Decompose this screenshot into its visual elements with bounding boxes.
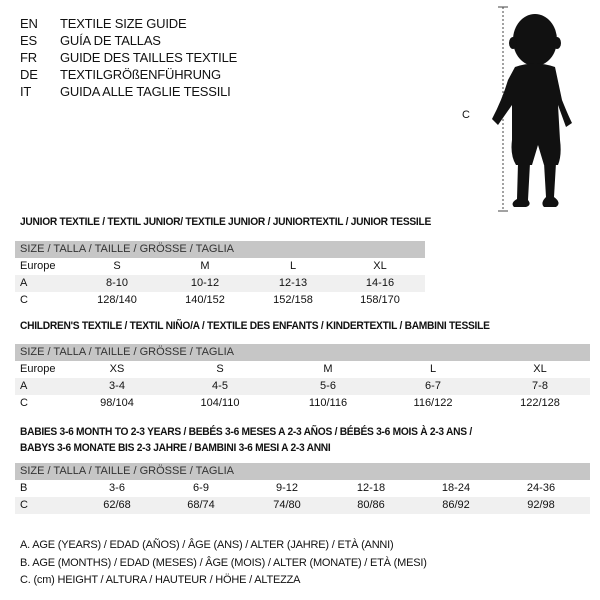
cell: 62/68 <box>103 499 131 511</box>
cell: XL <box>373 260 387 272</box>
legend-a: A. AGE (YEARS) / EDAD (AÑOS) / ÂGE (ANS)… <box>20 539 394 551</box>
cell: 74/80 <box>273 499 301 511</box>
cell: M <box>200 260 210 272</box>
legend-b: B. AGE (MONTHS) / EDAD (MESES) / ÂGE (MO… <box>20 557 427 569</box>
cell: 6-9 <box>193 482 209 494</box>
cell: XL <box>533 363 547 375</box>
child-silhouette-figure: C <box>462 5 595 215</box>
cell: M <box>323 363 333 375</box>
cell: 9-12 <box>275 482 299 494</box>
child-silhouette-icon <box>492 6 572 212</box>
cell: 86/92 <box>442 499 470 511</box>
cell: 128/140 <box>97 294 137 306</box>
legend-c: C. (cm) HEIGHT / ALTURA / HAUTEUR / HÖHE… <box>20 574 301 586</box>
cell: 5-6 <box>320 380 336 392</box>
lang-code: EN <box>20 16 38 31</box>
table-row: C 128/140 140/152 152/158 158/170 <box>15 292 425 309</box>
cell: 80/86 <box>357 499 385 511</box>
cell: L <box>289 260 297 272</box>
lang-title: TEXTILGRÖßENFÜHRUNG <box>60 67 221 82</box>
cell: 68/74 <box>187 499 215 511</box>
cell: 10-12 <box>190 277 220 289</box>
junior-size-table: SIZE / TALLA / TAILLE / GRÖSSE / TAGLIA … <box>15 241 425 309</box>
table-header: SIZE / TALLA / TAILLE / GRÖSSE / TAGLIA <box>15 344 590 361</box>
junior-section-title: JUNIOR TEXTILE / TEXTIL JUNIOR/ TEXTILE … <box>20 216 431 228</box>
row-label: A <box>20 277 28 289</box>
row-label: B <box>20 482 28 494</box>
cell: 92/98 <box>527 499 555 511</box>
size-header: SIZE / TALLA / TAILLE / GRÖSSE / TAGLIA <box>20 243 234 255</box>
row-label: Europe <box>20 363 56 375</box>
cell: 158/170 <box>360 294 400 306</box>
row-label: C <box>20 499 28 511</box>
lang-code: IT <box>20 84 32 99</box>
table-row: B 3-6 6-9 9-12 12-18 18-24 24-36 <box>15 480 590 497</box>
cell: 24-36 <box>526 482 556 494</box>
babies-section-title-line2: BABYS 3-6 MONATE BIS 2-3 JAHRE / BAMBINI… <box>20 442 331 454</box>
cell: 14-16 <box>365 277 395 289</box>
lang-title: GUIDA ALLE TAGLIE TESSILI <box>60 84 231 99</box>
table-row: C 98/104 104/110 110/116 116/122 122/128 <box>15 395 590 412</box>
table-row: A 3-4 4-5 5-6 6-7 7-8 <box>15 378 590 395</box>
cell: 116/122 <box>413 397 453 409</box>
table-header: SIZE / TALLA / TAILLE / GRÖSSE / TAGLIA <box>15 463 590 480</box>
row-label: A <box>20 380 28 392</box>
table-row: A 8-10 10-12 12-13 14-16 <box>15 275 425 292</box>
children-size-table: SIZE / TALLA / TAILLE / GRÖSSE / TAGLIA … <box>15 344 590 412</box>
lang-code: ES <box>20 33 37 48</box>
row-label: Europe <box>20 260 56 272</box>
cell: 18-24 <box>441 482 471 494</box>
cell: 98/104 <box>100 397 134 409</box>
cell: 140/152 <box>185 294 225 306</box>
table-row: Europe XS S M L XL <box>15 361 590 378</box>
babies-section-title-line1: BABIES 3-6 MONTH TO 2-3 YEARS / BEBÉS 3-… <box>20 426 472 438</box>
cell: 104/110 <box>200 397 240 409</box>
cell: 3-6 <box>109 482 125 494</box>
cell: 6-7 <box>425 380 441 392</box>
cell: 152/158 <box>273 294 313 306</box>
children-section-title: CHILDREN'S TEXTILE / TEXTIL NIÑO/A / TEX… <box>20 320 490 332</box>
lang-title: GUIDE DES TAILLES TEXTILE <box>60 50 238 65</box>
row-label: C <box>20 397 28 409</box>
size-header: SIZE / TALLA / TAILLE / GRÖSSE / TAGLIA <box>20 346 234 358</box>
size-header: SIZE / TALLA / TAILLE / GRÖSSE / TAGLIA <box>20 465 234 477</box>
cell: 122/128 <box>520 397 560 409</box>
figure-height-label: C <box>462 109 470 121</box>
cell: 12-18 <box>356 482 386 494</box>
lang-title: TEXTILE SIZE GUIDE <box>60 16 187 31</box>
cell: 110/116 <box>308 397 348 409</box>
lang-code: DE <box>20 67 38 82</box>
cell: 12-13 <box>278 277 308 289</box>
cell: 8-10 <box>105 277 129 289</box>
row-label: C <box>20 294 28 306</box>
cell: 4-5 <box>212 380 228 392</box>
cell: 3-4 <box>109 380 125 392</box>
babies-size-table: SIZE / TALLA / TAILLE / GRÖSSE / TAGLIA … <box>15 463 590 514</box>
cell: XS <box>109 363 125 375</box>
lang-title: GUÍA DE TALLAS <box>60 33 161 48</box>
cell: 7-8 <box>532 380 548 392</box>
lang-code: FR <box>20 50 37 65</box>
table-row: C 62/68 68/74 74/80 80/86 86/92 92/98 <box>15 497 590 514</box>
cell: S <box>113 260 121 272</box>
table-header: SIZE / TALLA / TAILLE / GRÖSSE / TAGLIA <box>15 241 425 258</box>
cell: S <box>216 363 224 375</box>
table-row: Europe S M L XL <box>15 258 425 275</box>
cell: L <box>429 363 437 375</box>
